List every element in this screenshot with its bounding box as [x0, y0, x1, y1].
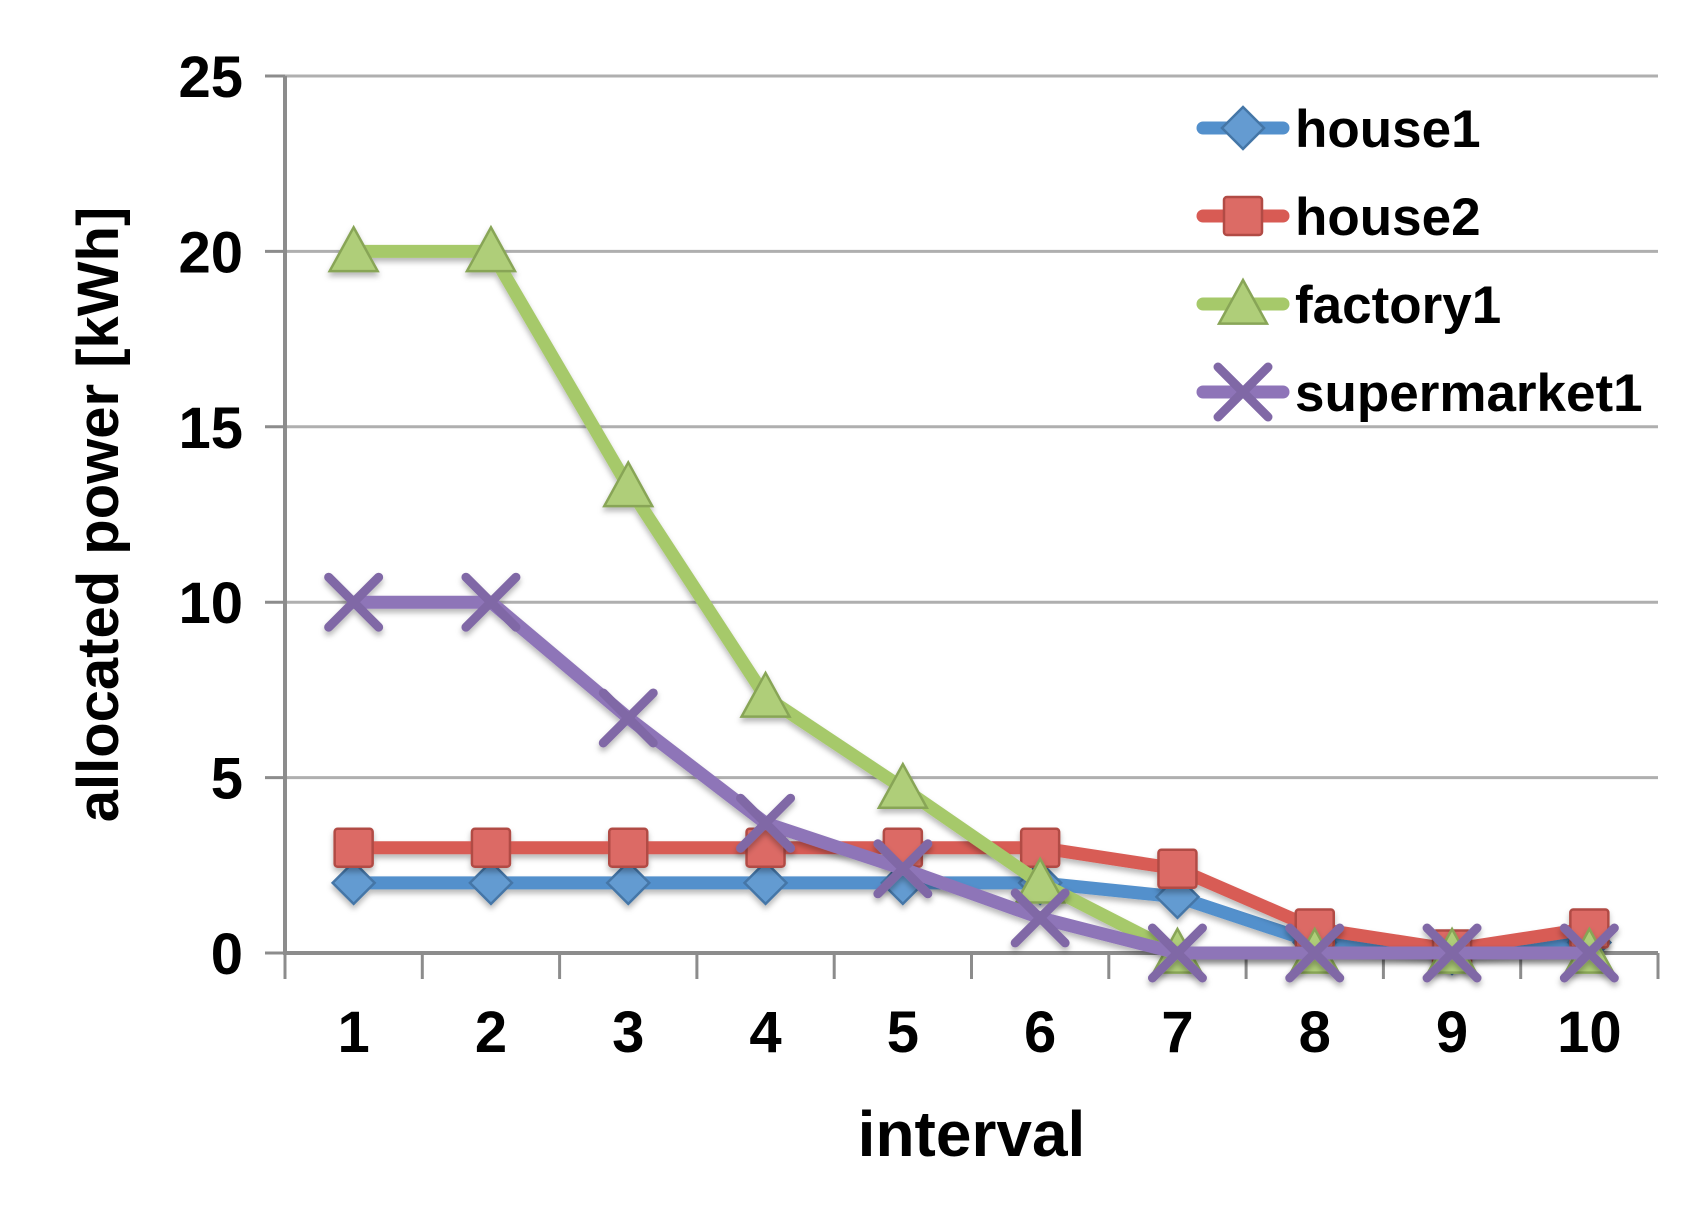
legend-item-house1: house1 — [1196, 100, 1481, 159]
marker-x — [1285, 923, 1345, 983]
marker-x — [873, 839, 933, 899]
x-tick-label: 1 — [338, 1000, 370, 1065]
x-tick-label: 6 — [1024, 1000, 1056, 1065]
legend-label: house1 — [1295, 100, 1481, 159]
marker-square — [1157, 848, 1198, 890]
line-chart-figure: 0 5 10 15 20 25 1 2 3 4 5 6 7 8 9 10 interval allocated p… — [40, 16, 1700, 1197]
marker-triangle — [464, 224, 518, 273]
x-tick-label: 10 — [1557, 1000, 1622, 1065]
x-tick-label: 7 — [1161, 1000, 1193, 1065]
chart-svg: 0 5 10 15 20 25 1 2 3 4 5 6 7 8 9 10 interval allocated p… — [40, 16, 1700, 1197]
legend-item-supermarket1: supermarket1 — [1196, 362, 1643, 423]
x-tick-label: 8 — [1299, 1000, 1331, 1065]
marker-triangle — [327, 224, 380, 273]
marker-diamond — [605, 860, 652, 906]
marker-triangle — [602, 459, 655, 508]
y-axis-title: allocated power [kWh] — [66, 207, 131, 823]
x-axis-title: interval — [858, 1098, 1086, 1170]
marker-square — [608, 827, 649, 869]
chart-background — [40, 16, 1700, 1197]
x-tick-label: 9 — [1436, 1000, 1468, 1065]
legend-label: factory1 — [1295, 276, 1501, 335]
series-house2-line — [347, 841, 1596, 956]
y-tick-label: 0 — [211, 922, 243, 987]
marker-x — [598, 688, 658, 748]
marker-x — [736, 793, 796, 853]
marker-x — [1213, 362, 1273, 422]
marker-x — [1010, 888, 1070, 948]
marker-diamond — [742, 860, 789, 906]
tick-labels: 0 5 10 15 20 25 1 2 3 4 5 6 7 8 9 10 — [178, 45, 1621, 1065]
y-tick-label: 15 — [178, 396, 243, 461]
y-tick-label: 5 — [211, 747, 243, 812]
marker-square — [470, 827, 512, 869]
marker-diamond — [468, 860, 514, 906]
x-tick-label: 5 — [887, 1000, 919, 1065]
y-tick-label: 10 — [178, 571, 243, 636]
marker-triangle — [1014, 856, 1067, 904]
x-tick-label: 2 — [475, 1000, 507, 1065]
series-supermarket1-line — [347, 595, 1596, 960]
marker-x — [1422, 923, 1482, 983]
legend-label: supermarket1 — [1295, 364, 1643, 423]
marker-x — [1147, 923, 1207, 983]
marker-x — [324, 572, 384, 632]
legend-label: house2 — [1295, 188, 1481, 247]
x-tick-label: 4 — [749, 1000, 781, 1065]
marker-triangle — [1216, 277, 1270, 325]
marker-diamond — [1220, 105, 1266, 151]
marker-x — [461, 572, 521, 632]
y-tick-label: 25 — [178, 45, 243, 110]
x-tick-label: 3 — [612, 1000, 644, 1065]
marker-square — [1222, 195, 1264, 237]
marker-triangle — [739, 670, 792, 718]
marker-triangle — [876, 761, 929, 810]
y-tick-label: 20 — [178, 220, 243, 285]
gridlines — [285, 74, 1658, 780]
marker-diamond — [330, 860, 377, 906]
legend-item-factory1: factory1 — [1196, 276, 1501, 335]
legend: house1 house2 factory1 supermarket1 — [1196, 100, 1643, 423]
marker-square — [333, 827, 374, 869]
series-supermarket1 — [324, 572, 1619, 983]
legend-item-house2: house2 — [1196, 188, 1481, 247]
marker-x — [1559, 923, 1619, 983]
